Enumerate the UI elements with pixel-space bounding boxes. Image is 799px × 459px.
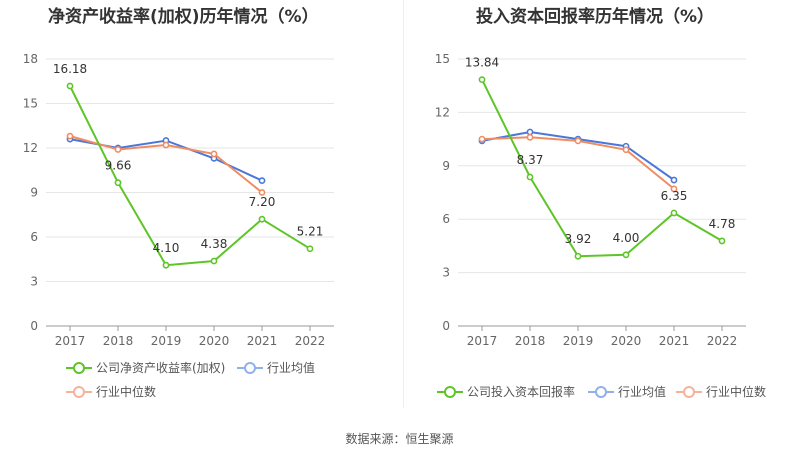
data-point	[526, 128, 534, 136]
data-point	[622, 251, 630, 259]
data-label: 6.35	[661, 189, 688, 203]
data-source-note: 数据来源：恒生聚源	[345, 432, 454, 446]
data-point	[210, 257, 218, 265]
y-tick-label: 12	[435, 105, 450, 119]
data-point	[526, 173, 534, 181]
chart-title-roe: 净资产收益率(加权)历年情况（%）	[48, 7, 319, 27]
legend-label: 行业均值	[618, 385, 667, 399]
legend-line-icon	[66, 385, 92, 399]
legend-label: 公司投入资本回报率	[467, 385, 576, 399]
x-tick-label: 2020	[199, 334, 230, 348]
legend-item-company-roic[interactable]: 公司投入资本回报率	[437, 383, 575, 400]
y-tick-label: 3	[442, 266, 450, 280]
x-tick-label: 2022	[707, 334, 738, 348]
legend-label: 行业均值	[267, 361, 316, 375]
y-tick-label: 15	[435, 52, 450, 66]
data-label: 4.38	[201, 237, 228, 251]
x-tick-label: 2018	[515, 334, 546, 348]
data-label: 4.78	[709, 217, 736, 231]
data-point	[210, 150, 218, 158]
x-tick-label: 2020	[611, 334, 642, 348]
panel-divider	[403, 0, 404, 408]
data-point	[258, 189, 266, 196]
x-tick-label: 2019	[563, 334, 594, 348]
y-tick-label: 12	[23, 141, 38, 155]
data-label: 4.00	[613, 231, 640, 245]
data-point	[478, 76, 486, 84]
data-point	[114, 179, 122, 187]
data-label: 16.18	[53, 62, 87, 76]
data-point	[162, 141, 170, 149]
data-point	[66, 82, 74, 90]
legend-item-industry-avg-roe[interactable]: 行业均值	[237, 359, 315, 376]
data-point	[574, 252, 582, 260]
series-line	[69, 85, 311, 267]
y-tick-label: 6	[442, 212, 450, 226]
data-point	[574, 137, 582, 145]
data-point	[306, 245, 314, 253]
x-tick-label: 2021	[659, 334, 690, 348]
data-label: 13.84	[465, 56, 499, 70]
data-point	[258, 177, 266, 185]
x-tick-label: 2022	[295, 334, 326, 348]
data-label: 3.92	[565, 232, 592, 246]
data-point	[670, 176, 678, 184]
x-tick-label: 2018	[103, 334, 134, 348]
legend-line-icon	[437, 385, 463, 399]
data-point	[66, 132, 74, 140]
data-point	[622, 146, 630, 154]
data-point	[718, 237, 726, 245]
y-tick-label: 9	[442, 159, 450, 173]
x-tick-label: 2019	[151, 334, 182, 348]
data-point	[114, 146, 122, 153]
data-point	[526, 133, 534, 141]
data-point	[478, 135, 486, 143]
legend-item-industry-avg-roic[interactable]: 行业均值	[588, 383, 666, 400]
data-label: 8.37	[517, 153, 544, 167]
data-point	[162, 261, 170, 269]
legend-item-company-roe[interactable]: 公司净资产收益率(加权)	[66, 359, 225, 376]
data-label: 5.21	[297, 225, 324, 239]
legend-label: 行业中位数	[96, 385, 157, 399]
legend-label: 公司净资产收益率(加权)	[96, 361, 226, 375]
series-line	[481, 136, 675, 190]
data-label: 7.20	[249, 195, 276, 209]
legend-line-icon	[66, 361, 92, 375]
data-label: 9.66	[105, 159, 132, 173]
y-tick-label: 9	[30, 186, 38, 200]
x-tick-label: 2017	[55, 334, 86, 348]
series-line	[481, 79, 723, 258]
y-tick-label: 3	[30, 275, 38, 289]
y-tick-label: 6	[30, 230, 38, 244]
x-tick-label: 2017	[467, 334, 498, 348]
y-tick-label: 0	[30, 319, 38, 333]
data-point	[670, 185, 678, 193]
y-tick-label: 15	[23, 97, 38, 111]
legend-line-icon	[676, 385, 702, 399]
data-label: 4.10	[153, 241, 180, 255]
legend-label: 行业中位数	[706, 385, 767, 399]
legend-line-icon	[588, 385, 614, 399]
legend-line-icon	[237, 361, 263, 375]
data-point	[258, 215, 266, 223]
legend-item-industry-median-roe[interactable]: 行业中位数	[66, 383, 156, 400]
x-tick-label: 2021	[247, 334, 278, 348]
y-tick-label: 18	[23, 52, 38, 66]
chart-title-roic: 投入资本回报率历年情况（%）	[476, 7, 715, 27]
data-point	[670, 209, 678, 217]
legend-item-industry-median-roic[interactable]: 行业中位数	[676, 383, 766, 400]
y-tick-label: 0	[442, 319, 450, 333]
